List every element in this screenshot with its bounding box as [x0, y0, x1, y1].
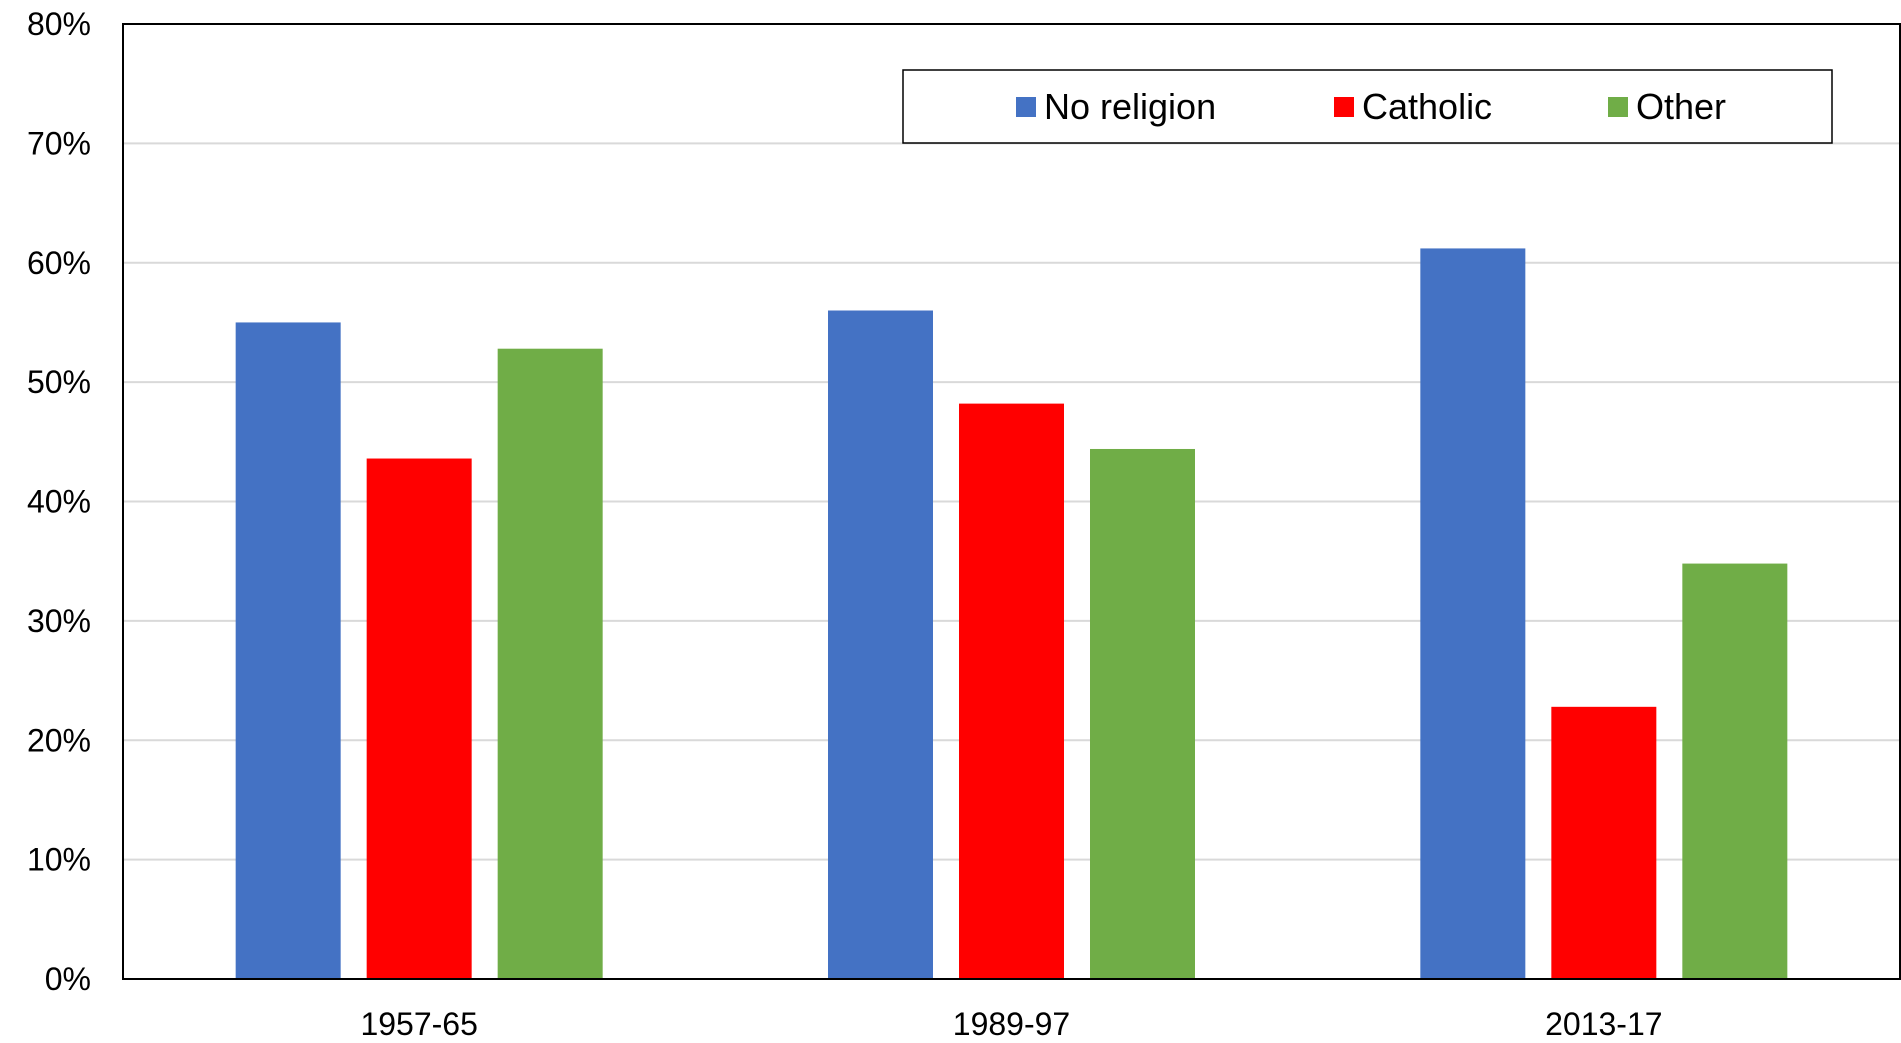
bar-other-2013-17 — [1682, 563, 1788, 979]
legend-swatch-other — [1608, 97, 1628, 117]
x-tick-label: 1957-65 — [360, 1006, 477, 1042]
y-tick-label: 0% — [45, 961, 91, 997]
bar-no-religion-1989-97 — [828, 310, 933, 979]
legend-swatch-catholic — [1334, 97, 1354, 117]
bar-catholic-2013-17 — [1551, 706, 1657, 979]
y-tick-label: 70% — [27, 125, 91, 161]
legend-label: Catholic — [1362, 86, 1492, 127]
y-tick-label: 50% — [27, 364, 91, 400]
y-tick-label: 60% — [27, 245, 91, 281]
y-tick-label: 10% — [27, 842, 91, 878]
x-tick-label: 2013-17 — [1545, 1006, 1662, 1042]
bar-catholic-1957-65 — [366, 458, 472, 979]
y-tick-label: 30% — [27, 603, 91, 639]
y-tick-label: 20% — [27, 722, 91, 758]
x-tick-label: 1989-97 — [953, 1006, 1070, 1042]
y-tick-label: 80% — [27, 6, 91, 42]
bar-other-1989-97 — [1090, 448, 1195, 980]
legend-box — [902, 69, 1833, 144]
bar-no-religion-2013-17 — [1420, 248, 1526, 980]
plot-frame — [122, 23, 1901, 980]
bar-other-1957-65 — [497, 348, 603, 979]
y-tick-label: 40% — [27, 484, 91, 520]
bar-no-religion-1957-65 — [235, 322, 341, 979]
axes: 0% 10% 20% 30% 40% 50% 60% 70% 80% 1957-65 1989-97… — [27, 6, 1901, 1042]
bar-catholic-1989-97 — [959, 403, 1064, 979]
legend-swatch-no-religion — [1016, 97, 1036, 117]
legend: No religion Catholic Other — [902, 69, 1833, 144]
legend-label: No religion — [1044, 86, 1216, 127]
legend-label: Other — [1636, 86, 1726, 127]
bars — [235, 248, 1788, 980]
